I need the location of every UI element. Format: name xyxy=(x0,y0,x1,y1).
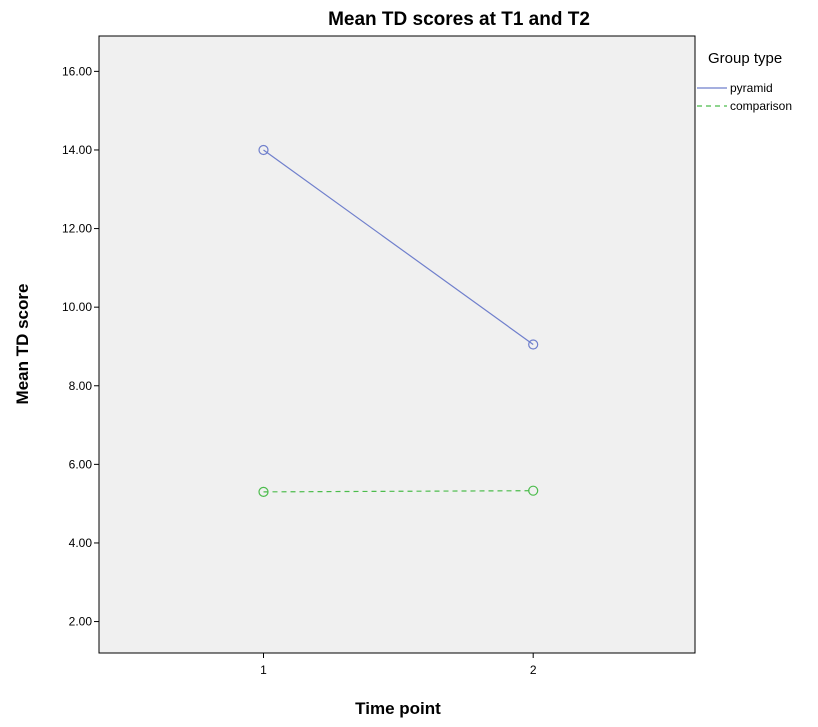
x-axis-label: Time point xyxy=(355,699,441,718)
data-point-pyramid xyxy=(528,339,539,350)
data-point-comparison xyxy=(258,486,269,497)
legend-label-pyramid: pyramid xyxy=(730,81,773,95)
y-tick-label: 12.00 xyxy=(62,222,92,236)
data-point-comparison xyxy=(528,485,539,496)
data-point-pyramid xyxy=(258,144,269,156)
legend: Group type pyramid comparison xyxy=(697,50,792,113)
series-line-pyramid xyxy=(263,149,534,345)
x-tick-label: 1 xyxy=(260,663,267,677)
y-tick-label: 14.00 xyxy=(62,143,92,157)
y-tick-label: 2.00 xyxy=(69,615,93,629)
y-tick-label: 8.00 xyxy=(69,379,93,393)
chart-title: Mean TD scores at T1 and T2 xyxy=(328,9,590,30)
series-layer xyxy=(258,144,539,497)
y-axis-label: Mean TD score xyxy=(13,284,32,405)
legend-label-comparison: comparison xyxy=(730,99,792,113)
x-tick-label: 2 xyxy=(530,663,537,677)
plot-area xyxy=(98,35,696,654)
y-tick-label: 16.00 xyxy=(62,64,92,78)
y-axis: 2.00 4.00 6.00 8.00 10.00 12.00 14.00 16.00 xyxy=(62,64,99,629)
y-tick-label: 4.00 xyxy=(69,536,93,550)
legend-items: pyramid comparison xyxy=(697,81,792,113)
legend-title: Group type xyxy=(708,50,782,67)
y-tick-label: 6.00 xyxy=(69,457,93,471)
y-tick-label: 10.00 xyxy=(62,300,92,314)
